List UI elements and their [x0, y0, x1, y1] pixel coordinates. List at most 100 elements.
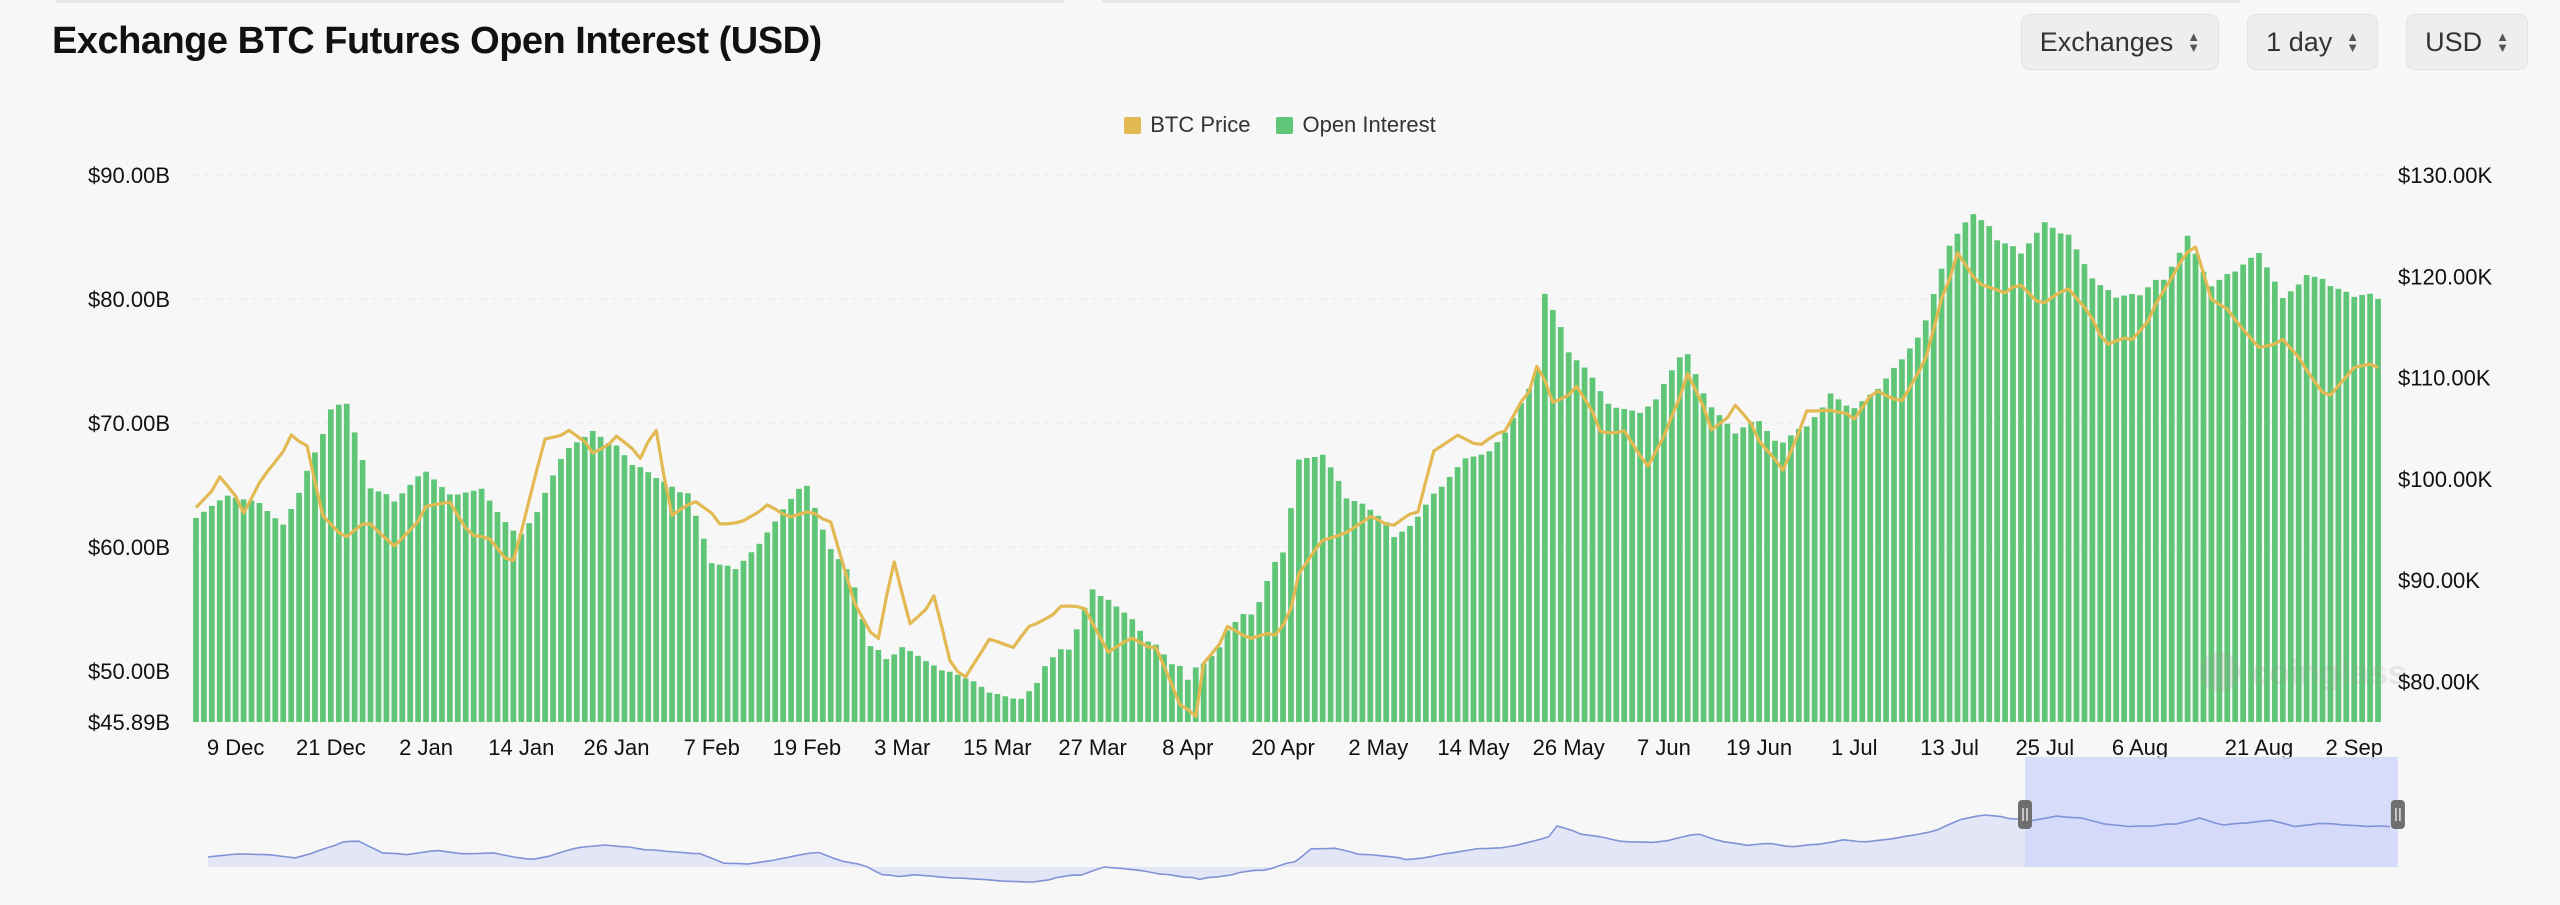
x-tick-label: 19 Jun [1726, 735, 1792, 760]
open-interest-bar [1891, 367, 1897, 722]
open-interest-bar [1859, 401, 1866, 722]
currency-select-label: USD [2425, 26, 2483, 57]
open-interest-bar [1296, 459, 1302, 722]
open-interest-bar [1089, 589, 1096, 722]
x-tick-label: 2 Sep [2325, 735, 2383, 760]
x-tick-label: 21 Dec [296, 735, 366, 760]
x-tick-label: 7 Jun [1637, 735, 1691, 760]
x-tick-label: 20 Apr [1251, 735, 1315, 760]
open-interest-bar [2287, 291, 2294, 722]
open-interest-bar [1446, 476, 1453, 722]
legend-label-open-interest: Open Interest [1302, 112, 1436, 137]
open-interest-bar [1621, 409, 1628, 722]
open-interest-bar [423, 471, 429, 722]
open-interest-bar [1200, 663, 1207, 722]
open-interest-bar [1121, 612, 1128, 722]
open-interest-bar [534, 512, 541, 722]
open-interest-bar [2049, 227, 2056, 723]
open-interest-bar [1423, 504, 1429, 722]
open-interest-bar [931, 665, 937, 722]
open-interest-bar [693, 515, 699, 722]
open-interest-bar [407, 484, 414, 722]
open-interest-bar [1978, 220, 1985, 722]
open-interest-bar [819, 529, 826, 722]
open-interest-bar [1272, 561, 1278, 722]
open-interest-bar [2002, 243, 2008, 722]
interval-select[interactable]: 1 day ▲ ▼ [2247, 14, 2379, 70]
open-interest-bar [1835, 399, 1842, 722]
open-interest-bar [748, 552, 755, 722]
open-interest-bar [1875, 388, 1881, 722]
open-interest-bar [1375, 515, 1382, 722]
open-interest-bar [367, 488, 374, 722]
legend-item-btc-price[interactable]: BTC Price [1124, 112, 1250, 138]
y-right-tick-label: $90.00K [2398, 568, 2480, 593]
navigator-handle-left[interactable] [2018, 800, 2032, 829]
open-interest-bar [486, 500, 493, 722]
open-interest-bar [248, 500, 255, 722]
open-interest-bar [240, 499, 247, 722]
x-tick-label: 25 Jul [2015, 735, 2074, 760]
open-interest-bar [1303, 458, 1310, 722]
open-interest-bar [938, 670, 945, 722]
open-interest-bar [2367, 293, 2373, 722]
chart-controls: Exchanges ▲ ▼ 1 day ▲ ▼ USD ▲ ▼ [2020, 14, 2528, 70]
open-interest-bar [216, 500, 223, 722]
open-interest-bar [320, 434, 326, 722]
open-interest-bar [685, 493, 691, 722]
open-interest-bar [2153, 279, 2159, 722]
open-interest-bar [1145, 641, 1151, 722]
open-interest-bar [2113, 297, 2120, 722]
chevron-up-down-icon: ▲ ▼ [2187, 29, 2201, 55]
open-interest-bar [1256, 602, 1263, 722]
open-interest-bar [1542, 293, 1548, 722]
legend-item-open-interest[interactable]: Open Interest [1276, 112, 1436, 138]
open-interest-bar [1280, 552, 1286, 722]
navigator-selected-window[interactable] [2025, 757, 2398, 867]
open-interest-bar [2168, 266, 2175, 722]
open-interest-bar [978, 686, 985, 722]
exchanges-select[interactable]: Exchanges ▲ ▼ [2020, 14, 2220, 70]
open-interest-bar [2121, 295, 2127, 722]
open-interest-bar [629, 465, 636, 722]
open-interest-bar [2327, 286, 2334, 722]
open-interest-bar [1113, 606, 1120, 722]
open-interest-bar [851, 587, 858, 722]
open-interest-bar [1795, 429, 1802, 722]
open-interest-bar [883, 659, 890, 722]
top-scrollbar-left[interactable] [55, 0, 1065, 3]
open-interest-bar [1827, 393, 1834, 722]
open-interest-bar [2010, 246, 2016, 722]
open-interest-bar [1565, 352, 1572, 722]
btc-price-line [194, 245, 2379, 718]
open-interest-bar [859, 618, 866, 722]
open-interest-bar [1010, 698, 1017, 722]
top-scrollbar-right[interactable] [1102, 0, 2240, 3]
open-interest-bar [1922, 320, 1929, 722]
open-interest-bar [1700, 393, 1707, 722]
open-interest-bar [946, 671, 953, 722]
open-interest-bar [1962, 222, 1969, 723]
open-interest-bar [2224, 273, 2231, 722]
open-interest-bar [2272, 281, 2278, 722]
open-interest-bar [1192, 667, 1199, 722]
y-left-tick-label: $90.00B [88, 163, 170, 188]
x-tick-label: 7 Feb [684, 735, 740, 760]
open-interest-bar [2208, 286, 2215, 722]
open-interest-bar [2026, 243, 2032, 722]
open-interest-bar [2311, 276, 2318, 722]
open-interest-bar [1557, 327, 1564, 722]
open-interest-bar [2065, 234, 2072, 722]
open-interest-bar [1668, 370, 1675, 722]
navigator-handle-right[interactable] [2390, 800, 2405, 829]
open-interest-bar [2335, 288, 2342, 722]
open-interest-bar [724, 565, 731, 722]
open-interest-bar [1653, 399, 1659, 722]
currency-select[interactable]: USD ▲ ▼ [2406, 14, 2528, 70]
open-interest-bar [954, 674, 961, 722]
open-interest-bar [462, 492, 469, 722]
open-interest-bar [1692, 374, 1699, 722]
open-interest-bar [343, 403, 350, 722]
x-tick-label: 26 Jan [583, 735, 649, 760]
open-interest-bar [1184, 679, 1191, 722]
